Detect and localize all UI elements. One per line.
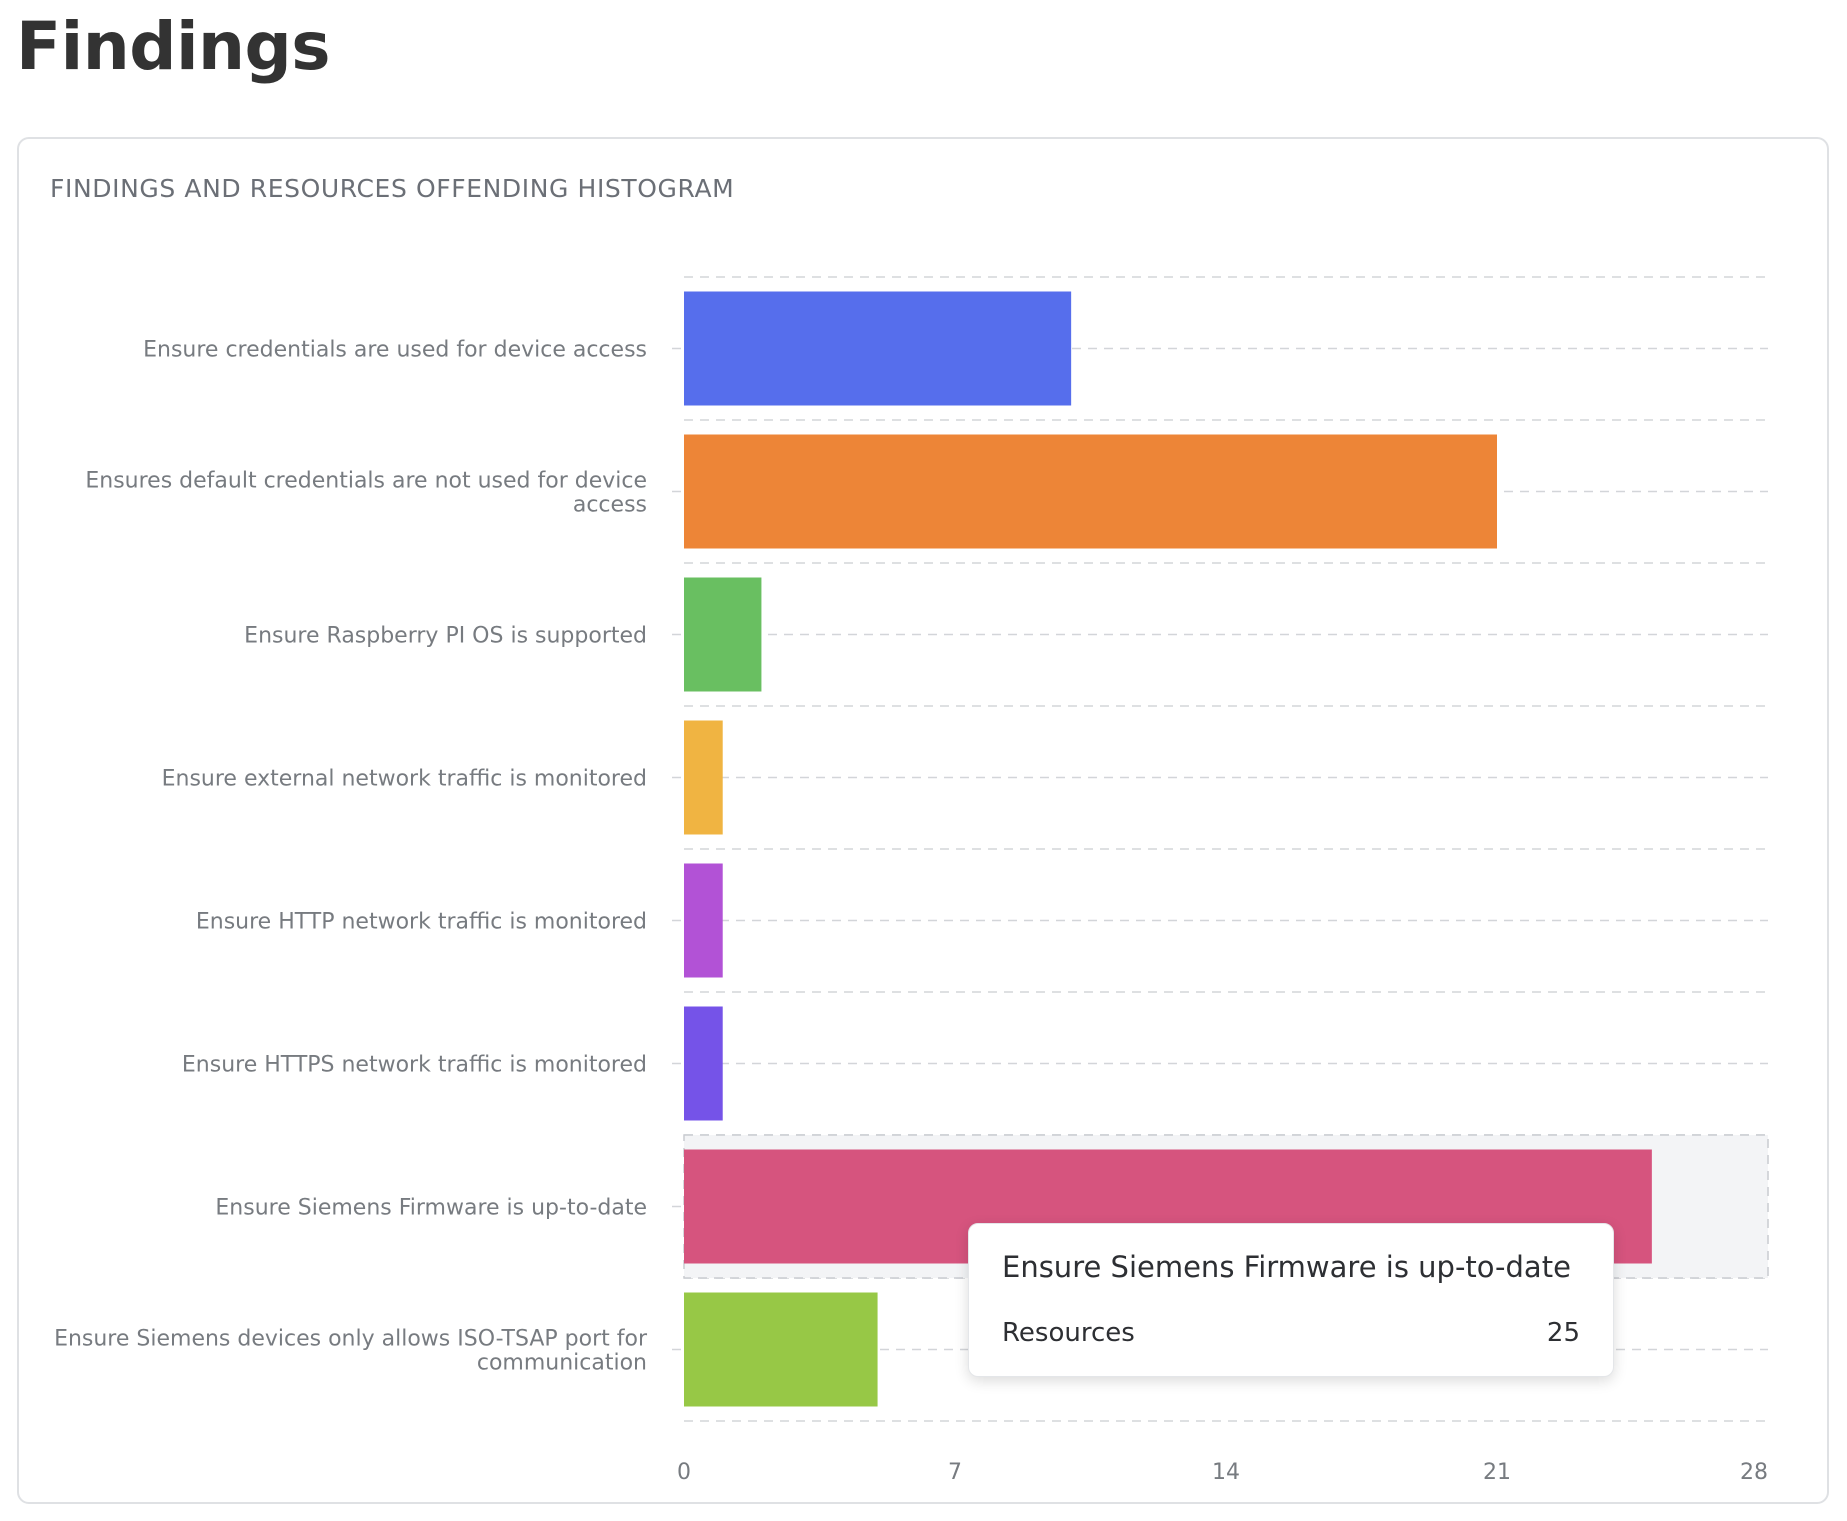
category-label: Ensure credentials are used for device a… [143,338,647,363]
tooltip-title: Ensure Siemens Firmware is up-to-date [1002,1250,1571,1284]
x-axis-ticks: 0 7 14 21 28 [677,1460,1768,1485]
x-tick-label: 14 [1212,1460,1240,1485]
bar[interactable] [684,577,762,692]
category-labels: Ensure credentials are used for device a… [54,338,648,1376]
bars [684,291,1652,1407]
category-label: Ensure external network traffic is monit… [162,767,647,792]
card-title: FINDINGS AND RESOURCES OFFENDING HISTOGR… [50,174,735,203]
category-label: Ensure HTTP network traffic is monitored [196,910,647,935]
category-label: Ensure Siemens Firmware is up-to-date [215,1196,647,1221]
tooltip-metric-value: 25 [1546,1318,1580,1348]
bar[interactable] [684,434,1497,549]
x-tick-label: 7 [948,1460,962,1485]
x-tick-label: 21 [1483,1460,1511,1485]
tooltip-metric-label: Resources [1002,1318,1135,1348]
bar[interactable] [684,1292,878,1407]
bar[interactable] [684,1006,723,1121]
page-title: Findings [16,8,331,85]
bar[interactable] [684,863,723,978]
category-label: Ensure Siemens devices only allows ISO-T… [54,1327,648,1376]
x-tick-label: 0 [677,1460,691,1485]
category-label: Ensure Raspberry PI OS is supported [244,624,647,649]
bar[interactable] [684,720,723,835]
chart-tooltip: Ensure Siemens Firmware is up-to-date Re… [968,1223,1614,1377]
x-tick-label: 28 [1740,1460,1768,1485]
category-label: Ensures default credentials are not used… [85,469,647,518]
bar[interactable] [684,291,1072,406]
category-label: Ensure HTTPS network traffic is monitore… [182,1053,647,1078]
